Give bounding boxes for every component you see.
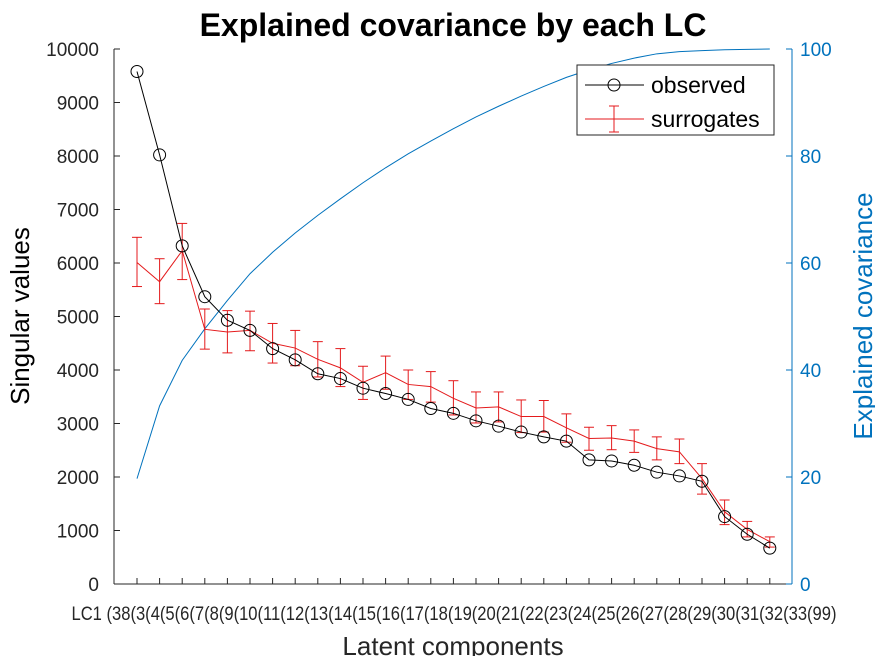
left-y-tick-label: 6000 (57, 254, 99, 275)
observed-point (469, 414, 483, 428)
observed-point (333, 372, 347, 386)
observed-point (153, 148, 167, 162)
observed-point (424, 402, 438, 416)
left-y-tick-label: 0 (88, 575, 99, 596)
left-y-tick-label: 1000 (57, 522, 99, 543)
observed-point (311, 367, 325, 381)
observed-point (763, 541, 777, 555)
observed-point (446, 406, 460, 420)
observed-point (198, 290, 212, 304)
observed-point (718, 510, 732, 524)
legend-observed-label: observed (651, 72, 746, 98)
legend-box (576, 64, 775, 136)
chart-title: Explained covariance by each LC (200, 7, 707, 43)
observed-point (266, 342, 280, 356)
observed-point (243, 323, 257, 337)
observed-point (740, 527, 754, 541)
left-y-tick-label: 8000 (57, 147, 99, 168)
left-y-tick-label: 3000 (57, 415, 99, 436)
left-y-ticks: 0 1000 2000 3000 4000 5000 6000 7000 8000 9000 100… (46, 40, 120, 596)
right-y-tick-label: 0 (800, 575, 811, 596)
series-layer (130, 48, 777, 555)
left-y-tick-label: 5000 (57, 308, 99, 329)
observed-point (559, 434, 573, 448)
x-ticks (136, 578, 771, 584)
observed-point (627, 458, 641, 472)
left-y-tick-label: 2000 (57, 468, 99, 489)
right-y-tick-label: 100 (800, 40, 832, 61)
left-y-axis-label: Singular values (5, 227, 35, 405)
left-y-tick-label: 10000 (46, 40, 99, 61)
observed-point (672, 469, 686, 483)
left-y-tick-label: 9000 (57, 94, 99, 115)
right-y-ticks: 0 20 40 60 80 100 (786, 40, 832, 596)
observed-point (220, 313, 234, 327)
x-axis-label: Latent components (342, 631, 563, 656)
observed-point (695, 474, 709, 488)
right-y-axis-label: Explained covariance (848, 192, 875, 439)
right-y-tick-label: 80 (800, 147, 821, 168)
observed-line (136, 71, 771, 549)
observed-point (288, 353, 302, 367)
observed-point (605, 454, 619, 468)
left-y-tick-label: 7000 (57, 201, 99, 222)
observed-point (537, 430, 551, 444)
right-y-tick-label: 40 (800, 361, 821, 382)
observed-point (130, 64, 144, 78)
observed-point (379, 387, 393, 401)
x-tick-labels: LC1 (38(3(4(5(6(7(8(9(10(11(12(13(14(15(… (72, 604, 837, 625)
observed-point (356, 381, 370, 395)
legend-surrogates-label: surrogates (651, 106, 760, 132)
observed-point (514, 425, 528, 439)
observed-point (582, 453, 596, 467)
legend-observed-marker (607, 78, 621, 92)
left-y-tick-label: 4000 (57, 361, 99, 382)
observed-point (175, 239, 189, 253)
observed-point (650, 465, 664, 479)
right-y-tick-label: 60 (800, 254, 821, 275)
observed-point (492, 419, 506, 433)
explained-covariance-line (136, 48, 770, 479)
legend: observed surrogates (576, 64, 775, 136)
right-y-tick-label: 20 (800, 468, 821, 489)
observed-point (401, 392, 415, 406)
